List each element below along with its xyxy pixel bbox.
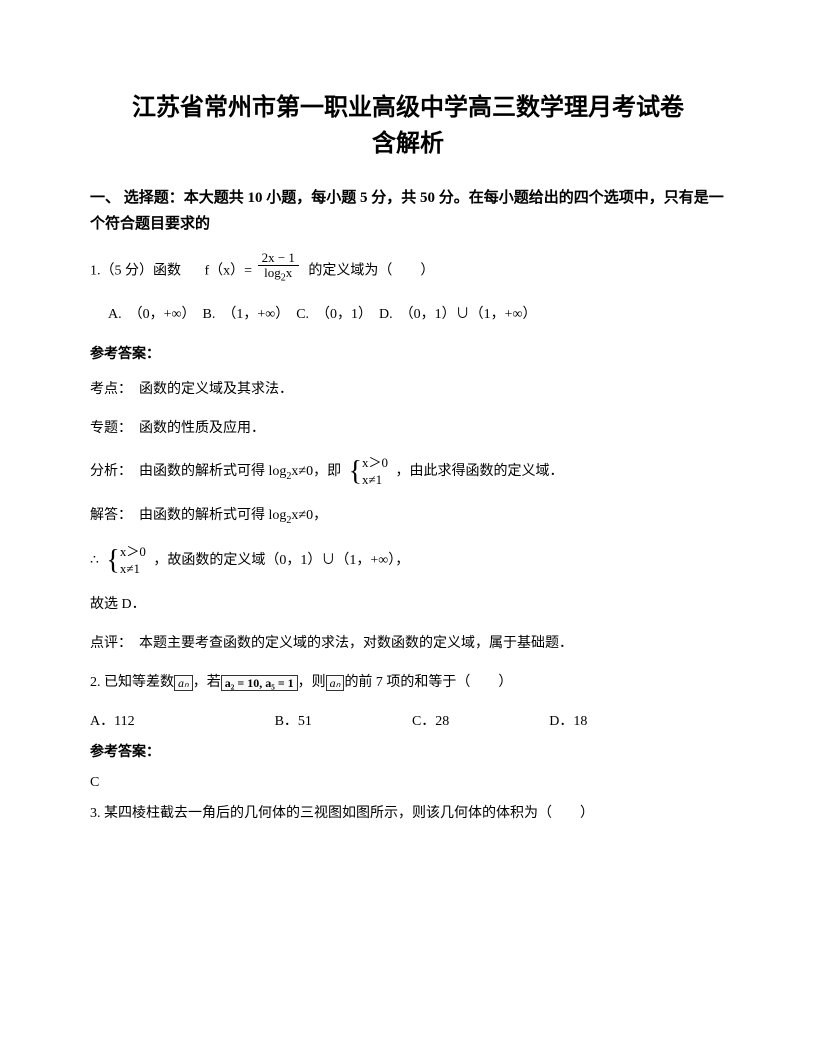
- q2-prefix: 2. 已知等差数: [90, 675, 174, 690]
- q1-suffix: 的定义域为（ ）: [308, 264, 434, 279]
- fx-text: f（x）=: [205, 264, 253, 279]
- fraction: 2x − 1 log2x: [258, 251, 299, 284]
- question-3: 3. 某四棱柱截去一角后的几何体的三视图如图所示，则该几何体的体积为（ ）: [90, 801, 726, 826]
- q1-jieda: 解答： 由函数的解析式可得 log2x≠0，: [90, 503, 726, 530]
- q2-choice-d: D．18: [549, 709, 587, 734]
- q1-therefore: ∴ { x＞0 x≠1 ，故函数的定义域（0，1）∪（1，+∞），: [90, 544, 726, 578]
- q1-formula: f（x）= 2x − 1 log2x: [205, 255, 301, 288]
- left-brace-icon: {: [349, 458, 362, 486]
- question-2: 2. 已知等差数aₙ，若a₂ = 10, a₅ = 1，则aₙ的前 7 项的和等…: [90, 670, 726, 695]
- q2-choice-b: B．51: [275, 709, 312, 734]
- equation-box: a₂ = 10, a₅ = 1: [221, 675, 298, 691]
- question-1: 1.（5 分）函数 f（x）= 2x − 1 log2x 的定义域为（ ）: [90, 255, 726, 288]
- q2-answer-label: 参考答案：: [90, 741, 726, 761]
- section-header: 一、 选择题：本大题共 10 小题，每小题 5 分，共 50 分。在每小题给出的…: [90, 186, 726, 237]
- q1-guxuan: 故选 D．: [90, 592, 726, 617]
- q2-choice-c: C．28: [412, 709, 449, 734]
- q2-choice-a: A．112: [90, 709, 135, 734]
- brace-system-1: { x＞0 x≠1: [349, 455, 388, 489]
- q2-answer: C: [90, 775, 726, 791]
- q1-kaodian: 考点： 函数的定义域及其求法．: [90, 377, 726, 402]
- brace-system-2: { x＞0 x≠1: [106, 544, 145, 578]
- frac-numerator: 2x − 1: [258, 251, 299, 266]
- document-title: 江苏省常州市第一职业高级中学高三数学理月考试卷 含解析: [90, 90, 726, 162]
- title-line-2: 含解析: [90, 126, 726, 162]
- sequence-box-2: aₙ: [326, 675, 345, 691]
- sequence-box-1: aₙ: [174, 675, 193, 691]
- title-line-1: 江苏省常州市第一职业高级中学高三数学理月考试卷: [90, 90, 726, 126]
- q2-choices: A．112 B．51 C．28 D．18: [90, 709, 726, 734]
- q1-fenxi: 分析： 由函数的解析式可得 log2x≠0，即 { x＞0 x≠1 ，由此求得函…: [90, 455, 726, 489]
- left-brace-icon: {: [106, 547, 119, 575]
- frac-denominator: log2x: [260, 266, 296, 284]
- q1-zhuanti: 专题： 函数的性质及应用．: [90, 416, 726, 441]
- q1-prefix: 1.（5 分）函数: [90, 264, 181, 279]
- q1-choices: A. （0，+∞） B. （1，+∞） C. （0，1） D. （0，1）∪（1…: [90, 302, 726, 327]
- q1-dianping: 点评： 本题主要考查函数的定义域的求法，对数函数的定义域，属于基础题．: [90, 631, 726, 656]
- q1-answer-label: 参考答案：: [90, 343, 726, 363]
